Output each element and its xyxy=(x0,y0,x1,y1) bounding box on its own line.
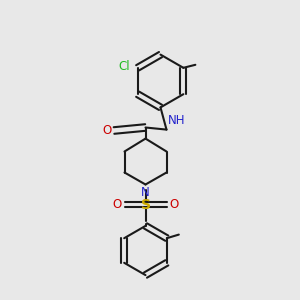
Text: O: O xyxy=(169,198,178,211)
Text: S: S xyxy=(140,198,151,212)
Text: NH: NH xyxy=(168,114,185,127)
Text: O: O xyxy=(102,124,112,137)
Text: Cl: Cl xyxy=(118,60,130,73)
Text: N: N xyxy=(141,186,150,199)
Text: O: O xyxy=(113,198,122,211)
